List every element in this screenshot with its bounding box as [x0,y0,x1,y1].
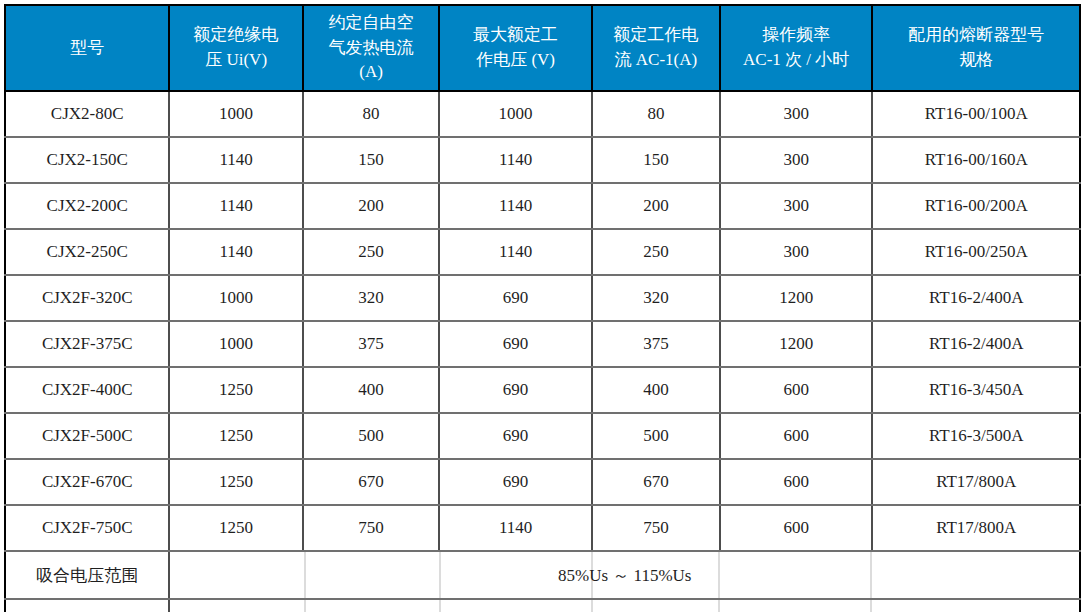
cell-rated-insulation-voltage: 1250 [169,413,302,459]
cell-model: CJX2-80C [5,91,169,137]
cell-rated-working-current: 670 [592,459,720,505]
cell-max-working-voltage: 690 [439,413,592,459]
header-row: 型号 额定绝缘电 压 Ui(V) 约定自由空 气发热电流 (A) 最大额定工 作… [5,5,1080,91]
cell-model: CJX2F-670C [5,459,169,505]
cell-fuse-model: RT16-00/200A [872,183,1080,229]
cell-free-air-thermal-current: 500 [303,413,440,459]
cell-model: CJX2F-375C [5,321,169,367]
cell-rated-insulation-voltage: 1250 [169,505,302,551]
cell-rated-insulation-voltage: 1140 [169,229,302,275]
table-row: CJX2-250C 1140 250 1140 250 300 RT16-00/… [5,229,1080,275]
page: 型号 额定绝缘电 压 Ui(V) 约定自由空 气发热电流 (A) 最大额定工 作… [0,0,1085,612]
table-row: CJX2F-320C 1000 320 690 320 1200 RT16-2/… [5,275,1080,321]
cell-rated-working-current: 320 [592,275,720,321]
cell-rated-working-current: 250 [592,229,720,275]
table-row: CJX2-80C 1000 80 1000 80 300 RT16-00/100… [5,91,1080,137]
cell-rated-insulation-voltage: 1000 [169,275,302,321]
cell-operating-frequency: 300 [720,137,873,183]
cell-max-working-voltage: 690 [439,367,592,413]
cell-rated-insulation-voltage: 1140 [169,183,302,229]
table-row: CJX2-150C 1140 150 1140 150 300 RT16-00/… [5,137,1080,183]
cell-max-working-voltage: 1140 [439,183,592,229]
cell-max-working-voltage: 1140 [439,505,592,551]
release-voltage-value: 20%Us ～ 75%Us（交流）；10%Us ～ 70%Us（直流） [169,599,1080,612]
table-row: CJX2F-375C 1000 375 690 375 1200 RT16-2/… [5,321,1080,367]
cell-free-air-thermal-current: 80 [303,91,440,137]
cell-fuse-model: RT17/800A [872,505,1080,551]
header-cell-operating-frequency: 操作频率 AC-1 次 / 小时 [720,5,873,91]
cell-rated-insulation-voltage: 1140 [169,137,302,183]
cell-rated-working-current: 80 [592,91,720,137]
cell-operating-frequency: 300 [720,229,873,275]
pickup-voltage-row: 吸合电压范围 85%Us ～ 115%Us [5,551,1080,599]
table-row: CJX2F-500C 1250 500 690 500 600 RT16-3/5… [5,413,1080,459]
table-body: CJX2-80C 1000 80 1000 80 300 RT16-00/100… [5,91,1080,551]
cell-max-working-voltage: 690 [439,321,592,367]
cell-fuse-model: RT16-00/160A [872,137,1080,183]
header-cell-free-air-thermal-current: 约定自由空 气发热电流 (A) [303,5,440,91]
header-cell-rated-insulation-voltage: 额定绝缘电 压 Ui(V) [169,5,302,91]
pickup-voltage-value: 85%Us ～ 115%Us [169,551,1080,599]
cell-fuse-model: RT16-00/100A [872,91,1080,137]
table-row: CJX2-200C 1140 200 1140 200 300 RT16-00/… [5,183,1080,229]
cell-fuse-model: RT16-3/500A [872,413,1080,459]
cell-rated-working-current: 200 [592,183,720,229]
table-row: CJX2F-670C 1250 670 690 670 600 RT17/800… [5,459,1080,505]
cell-max-working-voltage: 1140 [439,229,592,275]
cell-free-air-thermal-current: 320 [303,275,440,321]
cell-rated-working-current: 150 [592,137,720,183]
cell-rated-working-current: 375 [592,321,720,367]
cell-model: CJX2-150C [5,137,169,183]
cell-operating-frequency: 600 [720,367,873,413]
cell-operating-frequency: 600 [720,413,873,459]
cell-max-working-voltage: 1000 [439,91,592,137]
cell-max-working-voltage: 1140 [439,137,592,183]
pickup-voltage-label: 吸合电压范围 [5,551,169,599]
table-footer: 吸合电压范围 85%Us ～ 115%Us 释放电压范围 20%Us ～ 75%… [5,551,1080,612]
cell-fuse-model: RT17/800A [872,459,1080,505]
cell-fuse-model: RT16-3/450A [872,367,1080,413]
header-cell-max-working-voltage: 最大额定工 作电压 (V) [439,5,592,91]
cell-free-air-thermal-current: 670 [303,459,440,505]
header-cell-fuse-model: 配用的熔断器型号 规格 [872,5,1080,91]
cell-rated-insulation-voltage: 1250 [169,367,302,413]
cell-rated-insulation-voltage: 1000 [169,91,302,137]
cell-model: CJX2F-320C [5,275,169,321]
cell-rated-working-current: 400 [592,367,720,413]
cell-rated-insulation-voltage: 1250 [169,459,302,505]
cell-fuse-model: RT16-2/400A [872,321,1080,367]
cell-model: CJX2-200C [5,183,169,229]
cell-free-air-thermal-current: 400 [303,367,440,413]
cell-free-air-thermal-current: 150 [303,137,440,183]
cell-model: CJX2-250C [5,229,169,275]
cell-model: CJX2F-500C [5,413,169,459]
cell-max-working-voltage: 690 [439,459,592,505]
cell-free-air-thermal-current: 375 [303,321,440,367]
cell-free-air-thermal-current: 250 [303,229,440,275]
table-row: CJX2F-400C 1250 400 690 400 600 RT16-3/4… [5,367,1080,413]
header-cell-model: 型号 [5,5,169,91]
cell-rated-working-current: 750 [592,505,720,551]
cell-free-air-thermal-current: 200 [303,183,440,229]
cell-rated-insulation-voltage: 1000 [169,321,302,367]
release-voltage-row: 释放电压范围 20%Us ～ 75%Us（交流）；10%Us ～ 70%Us（直… [5,599,1080,612]
table-row: CJX2F-750C 1250 750 1140 750 600 RT17/80… [5,505,1080,551]
cell-model: CJX2F-750C [5,505,169,551]
cell-rated-working-current: 500 [592,413,720,459]
cell-fuse-model: RT16-2/400A [872,275,1080,321]
release-voltage-label: 释放电压范围 [5,599,169,612]
cell-operating-frequency: 300 [720,183,873,229]
cell-operating-frequency: 600 [720,459,873,505]
cell-operating-frequency: 600 [720,505,873,551]
cell-operating-frequency: 300 [720,91,873,137]
cell-max-working-voltage: 690 [439,275,592,321]
table-header: 型号 额定绝缘电 压 Ui(V) 约定自由空 气发热电流 (A) 最大额定工 作… [5,5,1080,91]
cell-fuse-model: RT16-00/250A [872,229,1080,275]
contactor-spec-table: 型号 额定绝缘电 压 Ui(V) 约定自由空 气发热电流 (A) 最大额定工 作… [4,4,1081,612]
header-cell-rated-working-current: 额定工作电 流 AC-1(A) [592,5,720,91]
cell-model: CJX2F-400C [5,367,169,413]
cell-operating-frequency: 1200 [720,321,873,367]
cell-free-air-thermal-current: 750 [303,505,440,551]
cell-operating-frequency: 1200 [720,275,873,321]
